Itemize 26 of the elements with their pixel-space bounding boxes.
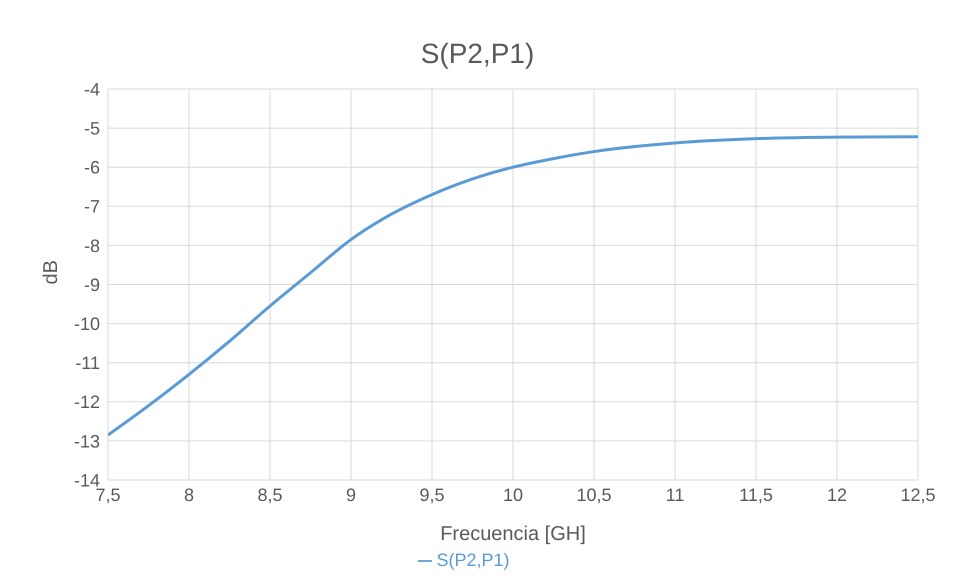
y-tick-label: -4: [84, 79, 100, 100]
y-tick-label: -9: [84, 274, 100, 295]
y-tick-label: -7: [84, 196, 100, 217]
x-tick-label: 12: [826, 484, 848, 505]
x-tick-label: 8: [184, 484, 194, 505]
y-tick-label: -12: [74, 392, 100, 412]
y-tick-label: -14: [74, 470, 100, 490]
y-axis-title: dB: [40, 260, 62, 284]
x-tick-label: 10,5: [576, 484, 612, 505]
line-series: [108, 135, 918, 437]
y-tick-label: -5: [84, 118, 100, 138]
x-tick-label: 8,5: [257, 484, 283, 505]
y-tick-label: -8: [84, 236, 100, 256]
x-tick-label: 9: [346, 484, 356, 505]
y-tick-label: -10: [74, 314, 100, 334]
x-tick-label: 10: [502, 484, 524, 505]
legend-label: S(P2,P1): [436, 550, 510, 570]
x-tick-label: 12,5: [900, 484, 936, 505]
x-tick-label: 11: [666, 484, 684, 505]
x-axis-title: Frecuencia [GH]: [440, 523, 586, 545]
x-tick-label: 9,5: [419, 484, 445, 505]
x-tick-label: 11,5: [739, 484, 773, 505]
y-tick-label: -13: [74, 431, 100, 452]
y-tick-label: -6: [84, 158, 100, 178]
chart-title: S(P2,P1): [420, 38, 536, 70]
y-tick-label: -11: [75, 353, 100, 374]
